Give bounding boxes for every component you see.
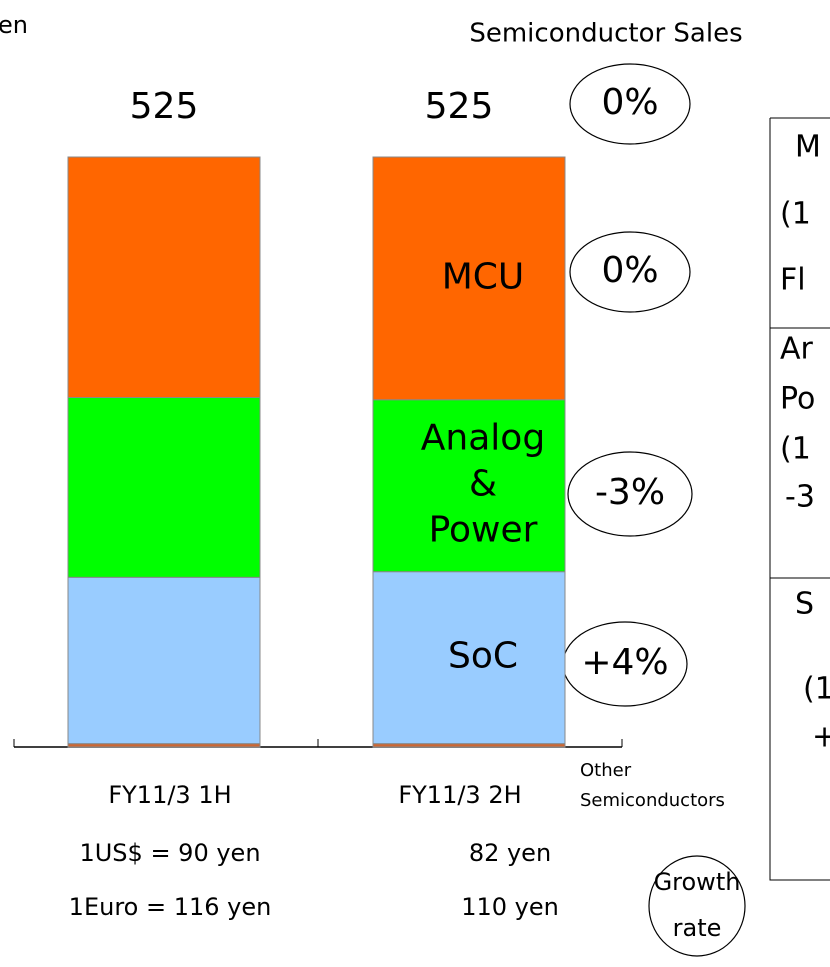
x-tick-label: FY11/3 1H — [108, 781, 231, 809]
side-note: M — [795, 130, 821, 165]
bar-segment — [372, 743, 566, 748]
bar-segment — [67, 743, 261, 748]
side-note: Ar — [780, 332, 814, 367]
side-note: Po — [780, 382, 815, 417]
exchange-rate: 110 yen — [461, 893, 559, 921]
unit-label: en — [0, 11, 28, 39]
side-note: (1 — [803, 672, 830, 707]
side-box — [769, 117, 830, 881]
segment-label: SoC — [448, 636, 518, 677]
growth-rate-label: Growth rate — [654, 868, 741, 942]
growth-rate: -3% — [595, 472, 665, 513]
growth-rate: +4% — [581, 642, 668, 683]
side-note: -3 — [785, 480, 815, 515]
side-note: + — [812, 720, 830, 755]
growth-rate: 0% — [601, 82, 658, 123]
bar-segment — [67, 156, 261, 398]
total-label: 525 — [130, 86, 199, 127]
segment-label: Analog & Power — [421, 418, 545, 551]
x-tick-label: FY11/3 2H — [398, 781, 521, 809]
side-note: (1 — [780, 197, 811, 232]
side-note: S — [795, 587, 814, 622]
growth-rate: 0% — [601, 250, 658, 291]
segment-label: MCU — [442, 256, 525, 297]
bar-segment — [372, 571, 566, 745]
chart-title: Semiconductor Sales — [469, 19, 742, 49]
other-label: Other Semiconductors — [580, 760, 725, 811]
exchange-rate: 82 yen — [469, 839, 551, 867]
side-note: Fl — [780, 263, 806, 298]
exchange-rate: 1Euro = 116 yen — [69, 893, 272, 921]
bar-segment — [67, 576, 261, 745]
exchange-rate: 1US$ = 90 yen — [79, 839, 260, 867]
ellipses — [562, 63, 746, 957]
bar-segment — [372, 156, 566, 401]
side-note: (1 — [780, 432, 811, 467]
total-label: 525 — [425, 86, 494, 127]
bar-segment — [67, 396, 261, 578]
